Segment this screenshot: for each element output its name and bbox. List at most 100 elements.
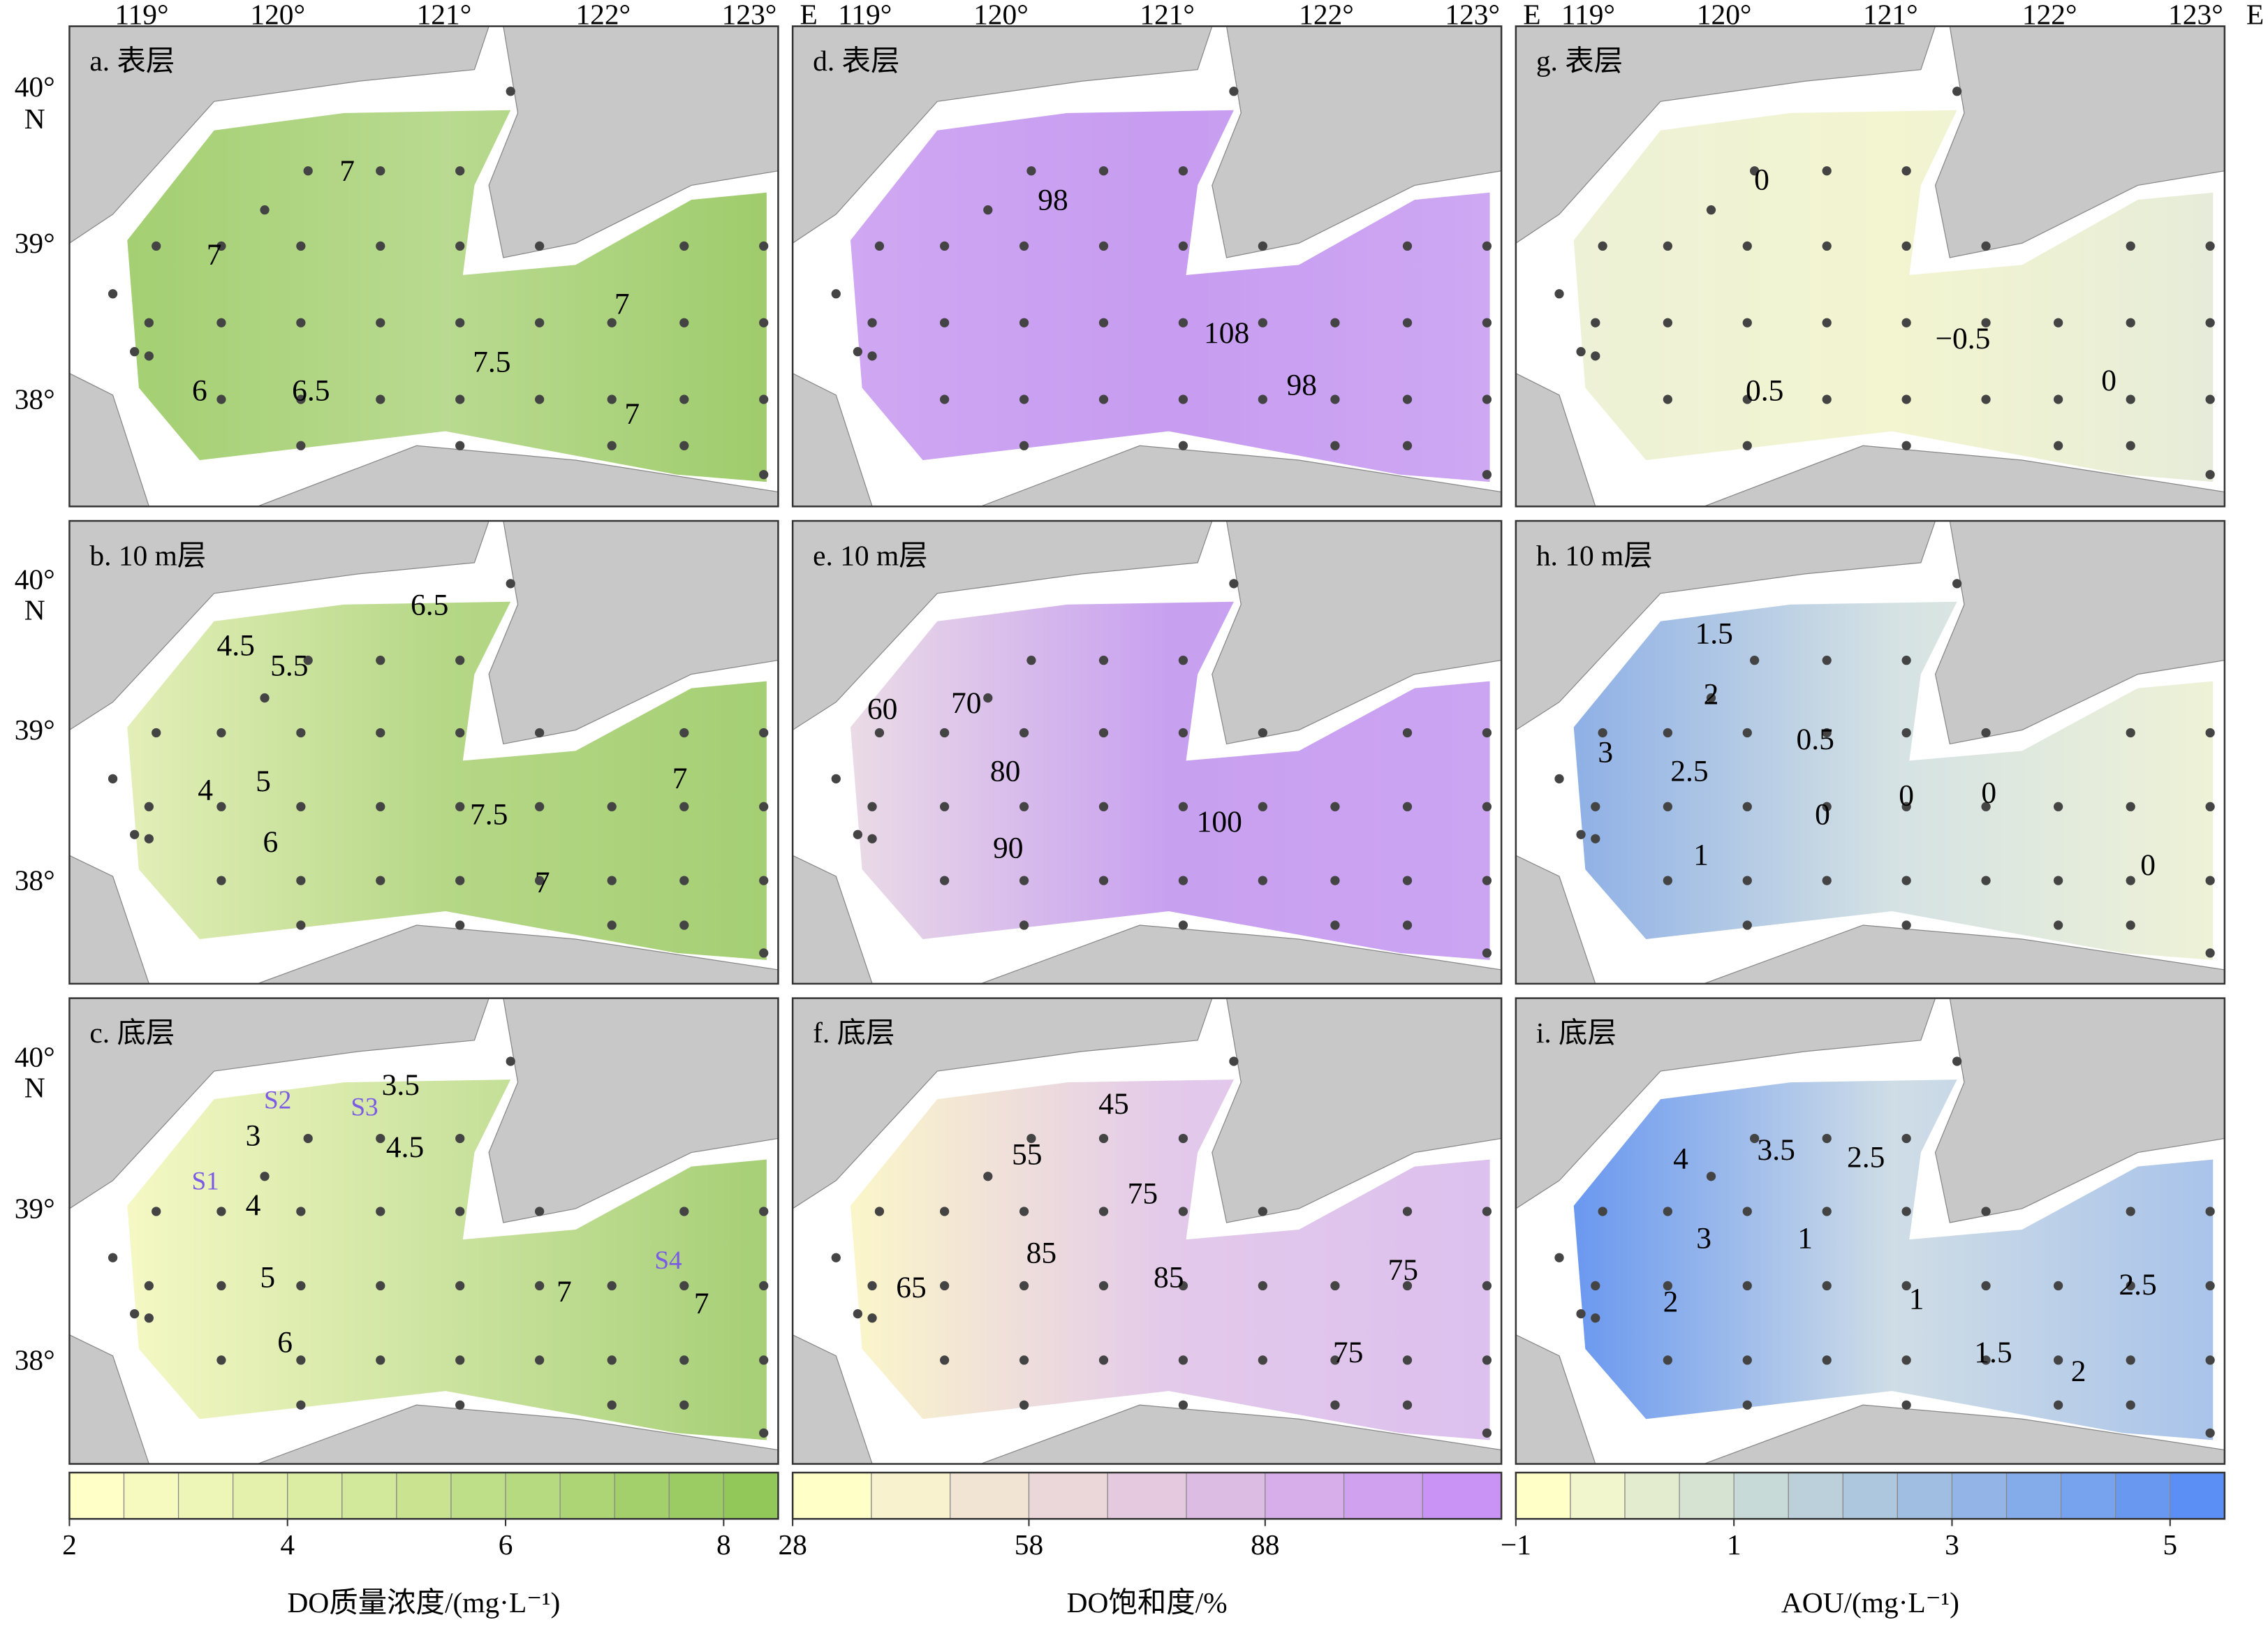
contour-label: 108 — [1204, 316, 1249, 350]
station — [1598, 728, 1607, 738]
east-label: E — [1523, 0, 1540, 31]
station — [1482, 241, 1492, 251]
station — [1019, 441, 1029, 450]
colorbar-frame — [1515, 1471, 2226, 1520]
colorbar-segment — [396, 1472, 452, 1519]
station — [1178, 318, 1188, 327]
station — [296, 441, 306, 450]
station — [376, 728, 385, 738]
contour-label: 0 — [1981, 776, 1996, 810]
station — [1981, 318, 1991, 327]
station — [2126, 802, 2135, 811]
colorbar-segment — [1842, 1472, 1899, 1519]
station — [759, 802, 769, 811]
station — [296, 1281, 306, 1291]
map-panel: c. 底层 3.5 3 4.5 4 56 7 7 — [68, 997, 779, 1465]
contour-label: 6 — [263, 825, 278, 859]
station — [1554, 289, 1564, 299]
sea-field — [850, 110, 1490, 482]
colorbar-segment — [1028, 1472, 1108, 1519]
latitude-label: 39° — [15, 227, 55, 259]
station — [853, 1309, 862, 1319]
station — [1482, 802, 1492, 811]
station — [1598, 241, 1607, 251]
station-label: S2 — [264, 1086, 291, 1114]
station — [1901, 441, 1911, 450]
station — [1822, 1355, 1832, 1365]
station — [1822, 728, 1832, 738]
station — [1258, 395, 1267, 404]
station — [2205, 1207, 2215, 1216]
longitude-label: 121° — [417, 0, 472, 31]
station — [2126, 1355, 2135, 1365]
station — [1178, 656, 1188, 665]
station — [216, 395, 226, 404]
station — [679, 441, 689, 450]
station — [679, 728, 689, 738]
latitude-label: 40° — [15, 1040, 55, 1073]
station — [1402, 1400, 1413, 1410]
station — [1591, 802, 1600, 811]
map-panel: g. 表层 0 −0.5 0.5 0 — [1515, 25, 2226, 508]
colorbar-tick-label: 2 — [62, 1528, 77, 1561]
colorbar-segment — [123, 1472, 179, 1519]
station — [455, 728, 465, 738]
station — [376, 395, 385, 404]
station — [831, 774, 841, 783]
station — [2054, 876, 2063, 885]
colorbar-segment — [668, 1472, 724, 1519]
station — [1330, 395, 1340, 404]
station — [1901, 802, 1911, 811]
colorbar-segment — [1679, 1472, 1735, 1519]
station-label: S3 — [351, 1093, 378, 1122]
station — [1822, 1207, 1832, 1216]
colorbar-tick-label: 5 — [2163, 1528, 2177, 1561]
station — [1330, 802, 1340, 811]
station — [506, 1056, 515, 1066]
land — [792, 520, 1213, 731]
contour-label: 5 — [260, 1260, 275, 1294]
station — [1229, 579, 1239, 589]
contour-label: 3 — [246, 1119, 261, 1152]
station — [2054, 441, 2063, 450]
contour-label: 7 — [535, 866, 550, 899]
station — [260, 205, 270, 215]
station — [455, 876, 465, 885]
longitude-label: 122° — [2022, 0, 2077, 31]
contour-label: 3.5 — [1758, 1133, 1795, 1167]
contour-label: 60 — [867, 692, 898, 725]
station — [1663, 1355, 1672, 1365]
station — [1663, 241, 1672, 251]
station — [1178, 920, 1188, 930]
station — [607, 441, 617, 450]
station — [1330, 1355, 1340, 1365]
station — [1822, 876, 1832, 885]
contour-label: 1 — [1909, 1283, 1924, 1316]
contour-label: 3 — [1696, 1222, 1711, 1255]
land — [1515, 997, 1936, 1210]
station — [607, 876, 617, 885]
contour-label: 0 — [1899, 779, 1914, 813]
sea-field — [850, 601, 1490, 960]
station — [1482, 1428, 1492, 1438]
station — [1750, 166, 1760, 176]
station — [1258, 1355, 1267, 1365]
contour-label: −0.5 — [1935, 322, 1990, 355]
colorbar-segment — [341, 1472, 397, 1519]
contour-label: 2.5 — [2119, 1268, 2156, 1302]
panel-frame — [1515, 519, 2226, 985]
station — [2205, 1355, 2215, 1365]
contour-label: 7 — [614, 287, 630, 320]
station — [867, 802, 877, 811]
station — [1098, 876, 1109, 885]
colorbar-segment — [1343, 1472, 1423, 1519]
land — [792, 997, 1213, 1210]
latitude-label: 39° — [15, 1192, 55, 1224]
station — [1981, 241, 1991, 251]
colorbar-segment — [871, 1472, 951, 1519]
contour-label: 75 — [1333, 1336, 1364, 1369]
contour-label: 0 — [1815, 798, 1830, 832]
colorbar-frame — [68, 1471, 779, 1520]
station — [1402, 441, 1413, 450]
